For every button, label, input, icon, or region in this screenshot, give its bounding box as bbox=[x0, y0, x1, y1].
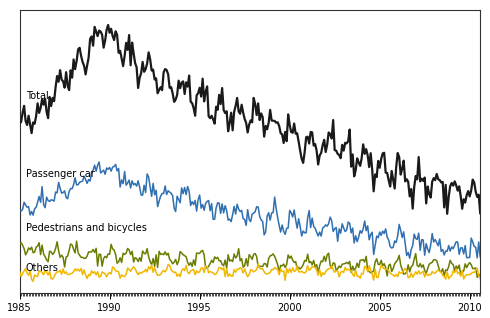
Text: Pedestrians and bicycles: Pedestrians and bicycles bbox=[25, 223, 147, 233]
Text: Passenger car: Passenger car bbox=[25, 169, 95, 179]
Text: Others: Others bbox=[25, 263, 58, 273]
Text: Total: Total bbox=[25, 91, 49, 101]
